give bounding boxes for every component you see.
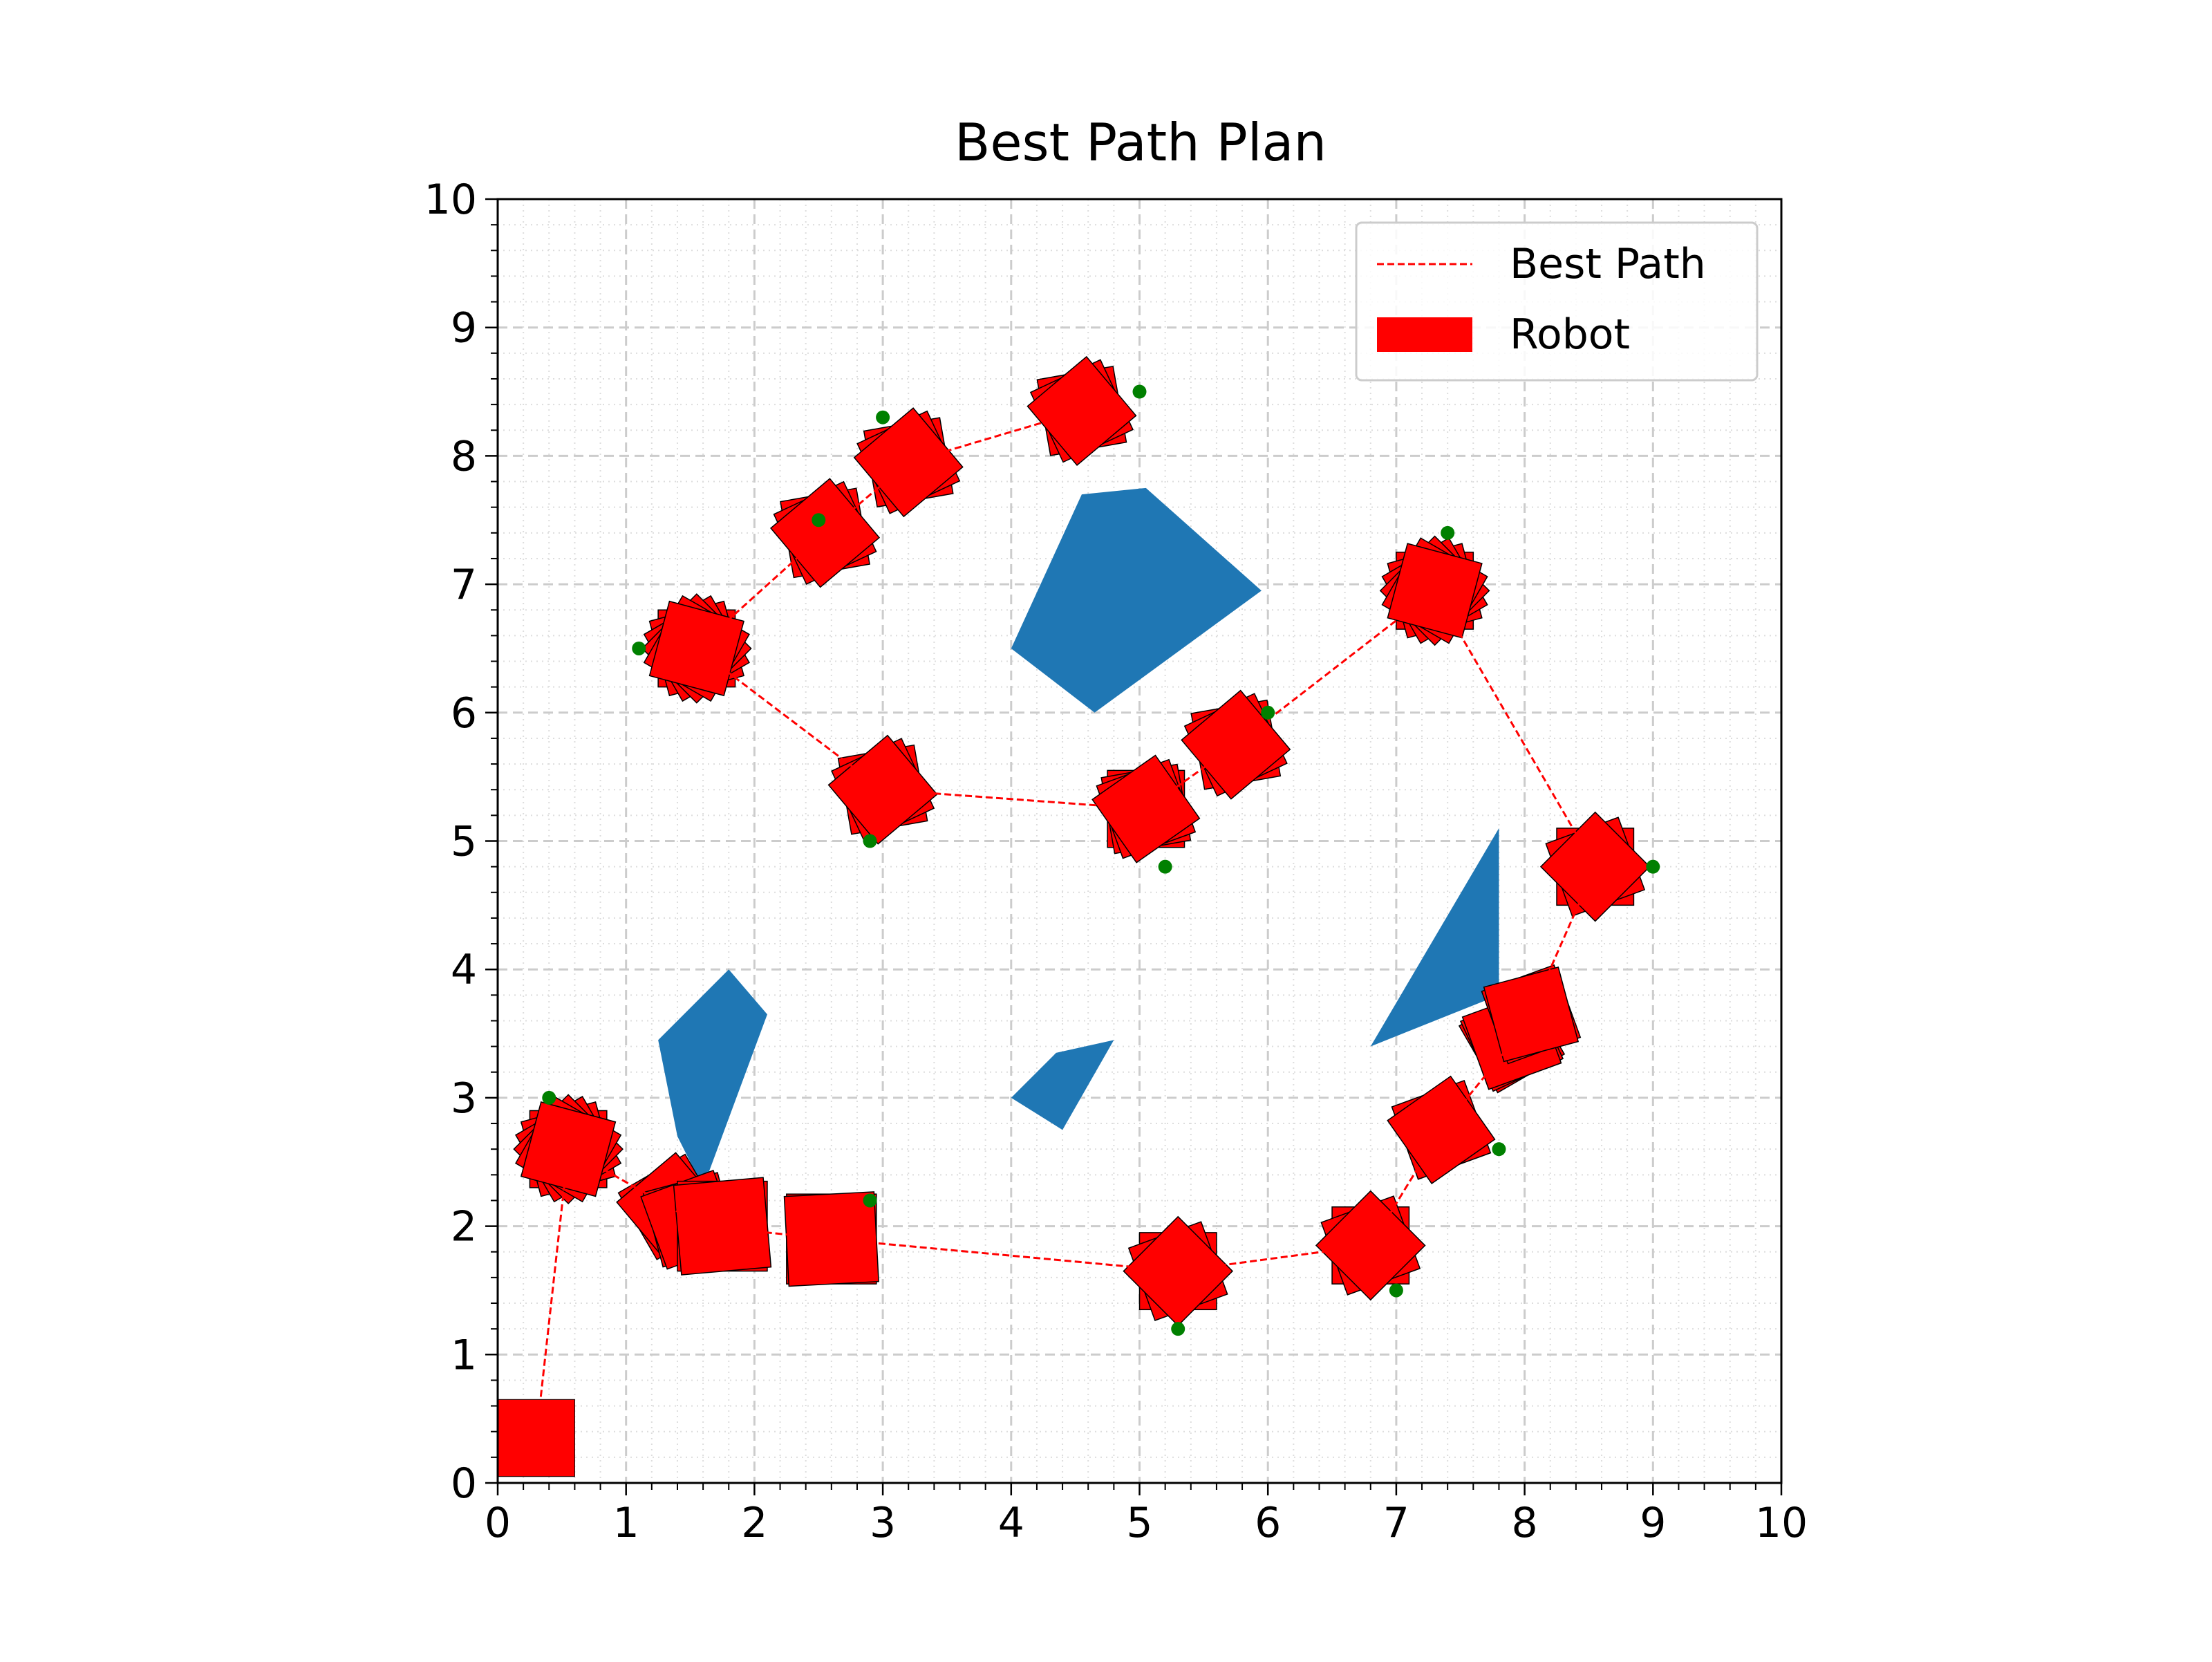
x-tick-label: 5	[1126, 1499, 1152, 1547]
obstacle-polygon	[658, 969, 767, 1188]
goal-point	[1158, 859, 1172, 874]
goal-point	[542, 1090, 556, 1105]
obstacle-polygon	[1011, 1040, 1114, 1130]
goal-point	[876, 410, 890, 424]
best-path-line	[535, 409, 1597, 1439]
robot-square	[673, 1177, 772, 1276]
x-tick-label: 0	[485, 1499, 511, 1547]
x-tick-label: 8	[1512, 1499, 1538, 1547]
goal-point	[863, 1193, 877, 1208]
goal-point	[1389, 1283, 1403, 1298]
legend: Best Path Robot	[1355, 221, 1759, 382]
robot-square	[1483, 967, 1580, 1063]
legend-patch-swatch	[1377, 317, 1472, 352]
y-tick-label: 8	[451, 432, 477, 480]
x-tick-label: 4	[998, 1499, 1024, 1547]
y-tick-label: 7	[451, 561, 477, 609]
goal-point	[1261, 705, 1275, 720]
y-tick-label: 9	[451, 304, 477, 353]
y-tick-label: 6	[451, 689, 477, 738]
goal-point	[1492, 1142, 1506, 1157]
goal-point	[1441, 525, 1455, 540]
y-tick-label: 1	[451, 1331, 477, 1379]
x-tick-label: 9	[1640, 1499, 1666, 1547]
legend-label: Best Path	[1510, 240, 1706, 288]
chart-title: Best Path Plan	[955, 112, 1327, 173]
x-tick-label: 3	[870, 1499, 896, 1547]
x-tick-label: 7	[1383, 1499, 1409, 1547]
y-tick-label: 2	[451, 1203, 477, 1251]
x-tick-label: 2	[741, 1499, 767, 1547]
robot-square	[1387, 1075, 1496, 1184]
robot-start-square	[497, 1399, 575, 1477]
y-tick-label: 5	[451, 818, 477, 866]
y-tick-label: 0	[451, 1459, 477, 1508]
y-tick-label: 10	[424, 176, 477, 224]
x-tick-label: 6	[1255, 1499, 1281, 1547]
x-tick-label: 10	[1755, 1499, 1808, 1547]
x-tick-label: 1	[613, 1499, 639, 1547]
goal-point	[812, 513, 826, 527]
goal-point	[632, 641, 646, 655]
obstacle-polygon	[1011, 487, 1262, 713]
goal-point	[1132, 384, 1147, 399]
legend-label: Robot	[1510, 310, 1630, 359]
obstacle-polygon	[1370, 828, 1499, 1047]
robot-square	[1315, 1190, 1426, 1301]
goal-point	[1171, 1322, 1185, 1336]
axes: 0 1 2 3 4 5 6 7 8 9 10 0 1 2 3 4 5 6 7 8 9 10	[424, 176, 1808, 1547]
y-tick-label: 3	[451, 1074, 477, 1123]
robot-square	[1027, 355, 1137, 466]
goal-point	[1646, 859, 1660, 874]
y-tick-label: 4	[451, 946, 477, 994]
plot-area	[497, 355, 1660, 1477]
goal-point	[863, 834, 877, 848]
